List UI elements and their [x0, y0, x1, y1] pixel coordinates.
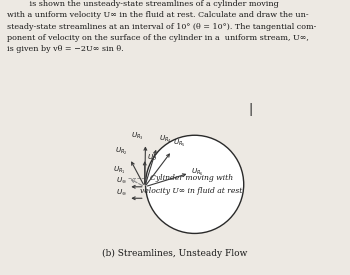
Text: $U_{R_6}$: $U_{R_6}$	[191, 167, 204, 178]
Text: |: |	[248, 103, 252, 116]
Text: Cylinder moving with: Cylinder moving with	[150, 174, 233, 182]
Text: $U_{R_3}$: $U_{R_3}$	[131, 131, 144, 142]
Text: $U_{R_4}$: $U_{R_4}$	[159, 134, 172, 145]
Text: $U_{R_5}$: $U_{R_5}$	[174, 138, 186, 149]
Text: (b) Streamlines, Unsteady Flow: (b) Streamlines, Unsteady Flow	[102, 249, 248, 258]
Text: $U_\theta$: $U_\theta$	[147, 153, 157, 163]
Text: $U_{R_2}$: $U_{R_2}$	[114, 146, 127, 157]
Text: velocity U∞ in fluid at rest: velocity U∞ in fluid at rest	[140, 187, 243, 195]
Circle shape	[146, 135, 244, 233]
Text: $U_\infty$: $U_\infty$	[116, 176, 127, 186]
Text: $U_\infty$: $U_\infty$	[116, 188, 127, 197]
Text: $U_{R_1}$: $U_{R_1}$	[113, 165, 126, 176]
Text: is shown the unsteady-state streamlines of a cylinder moving
with a uniform velo: is shown the unsteady-state streamlines …	[7, 0, 316, 53]
